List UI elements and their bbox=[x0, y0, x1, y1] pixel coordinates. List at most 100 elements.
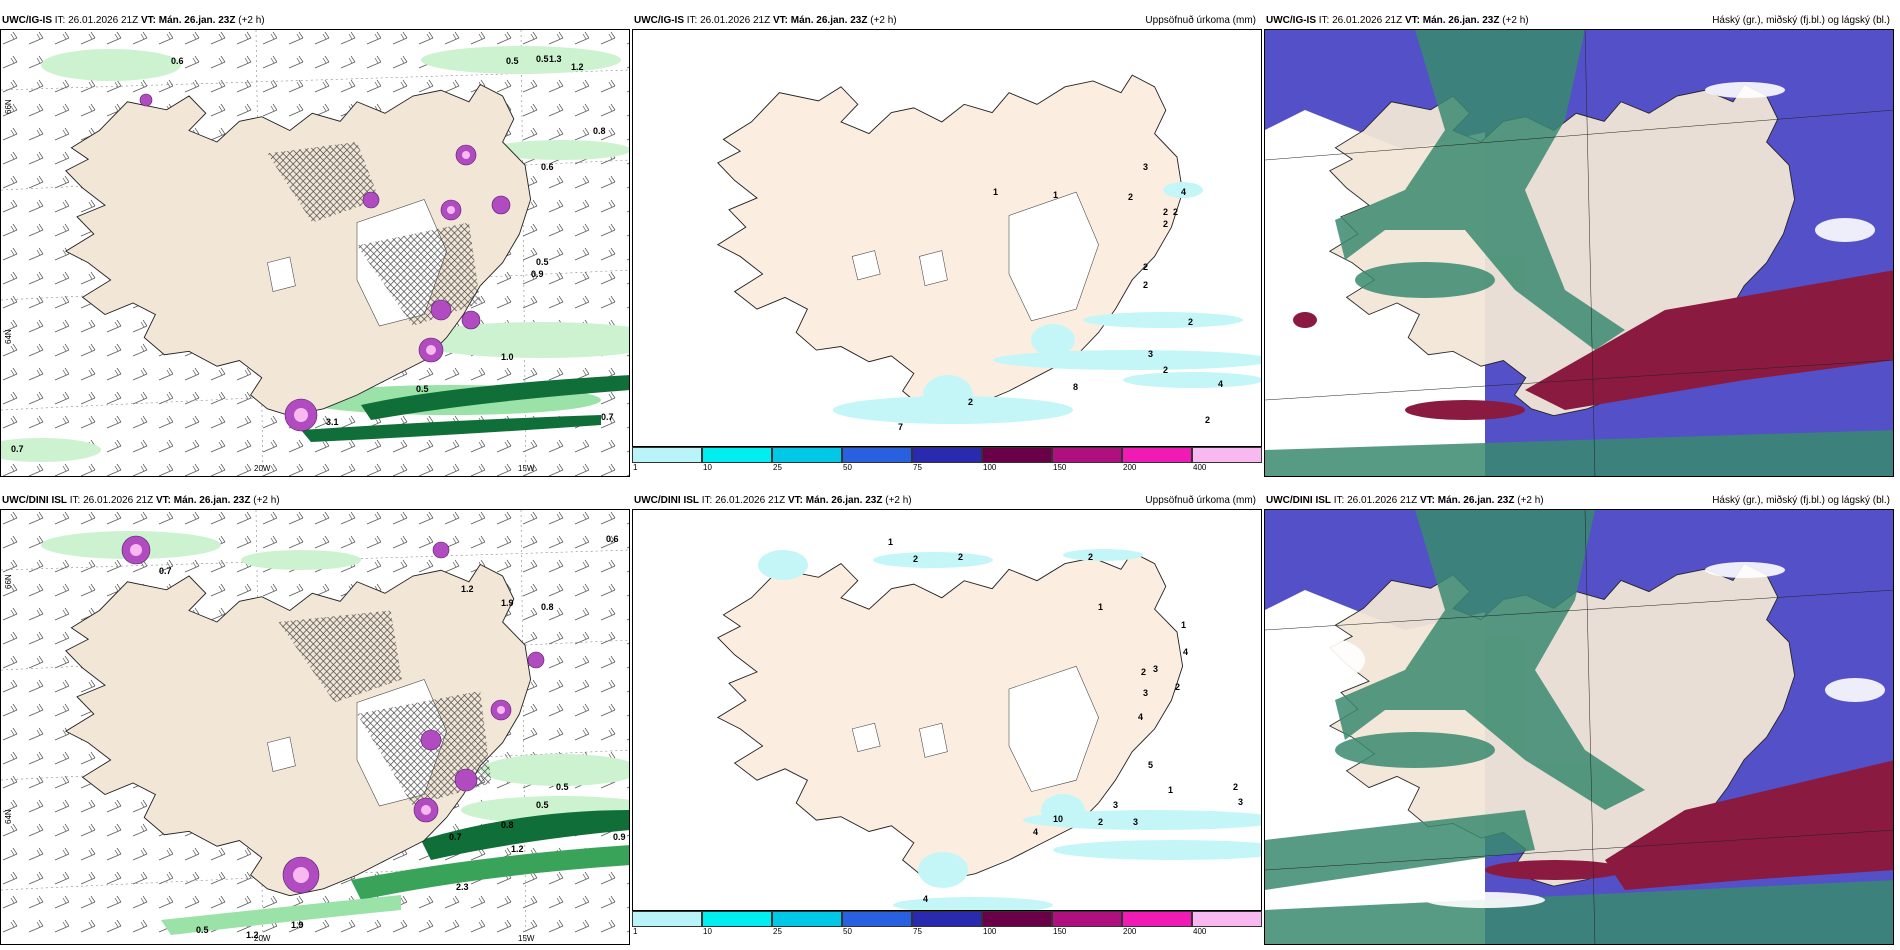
value-label: 3.1 bbox=[326, 417, 339, 427]
value-label: 2 bbox=[1163, 365, 1168, 375]
value-label: 0.7 bbox=[449, 832, 462, 842]
wind-snow-map: 0.6 0.5 0.5 1.3 1.2 0.8 0.6 0.9 1.0 0.7 … bbox=[1, 30, 629, 476]
value-label: 0.5 bbox=[506, 56, 519, 66]
lat-label: 64N bbox=[4, 329, 13, 344]
low-cloud bbox=[1293, 270, 1893, 420]
value-label: 0.8 bbox=[501, 820, 514, 830]
value-label: 3 bbox=[1153, 664, 1158, 674]
map-frame: 0.6 0.5 0.5 1.3 1.2 0.8 0.6 0.9 1.0 0.7 … bbox=[0, 29, 630, 477]
value-label: 1 bbox=[1168, 785, 1173, 795]
value-label: 0.5 bbox=[536, 800, 549, 810]
legend-swatch bbox=[842, 447, 912, 463]
map-frame: 1 2 2 2 1 1 4 2 3 2 3 4 5 2 1 3 10 2 3 3… bbox=[632, 509, 1262, 911]
legend-label: 150 bbox=[1053, 463, 1067, 472]
value-label: 0.9 bbox=[613, 832, 626, 842]
value-label: 4 bbox=[1218, 379, 1223, 389]
lat-label: 66N bbox=[4, 99, 13, 114]
value-label: 2 bbox=[1163, 207, 1168, 217]
precip-areas bbox=[758, 549, 1261, 910]
legend-swatch bbox=[982, 447, 1052, 463]
value-label: 2 bbox=[1173, 207, 1178, 217]
legend-label: 200 bbox=[1123, 927, 1137, 936]
value-label: 1.3 bbox=[549, 54, 562, 64]
legend-label: 10 bbox=[703, 927, 712, 936]
legend-label: 400 bbox=[1193, 463, 1207, 472]
value-label: 1.2 bbox=[571, 62, 584, 72]
legend-swatch bbox=[632, 447, 702, 463]
panel-title: Háský (gr.), miðský (fj.bl.) og lágský (… bbox=[1712, 15, 1890, 26]
value-label: 5 bbox=[1148, 760, 1153, 770]
legend-label: 75 bbox=[913, 463, 922, 472]
rain-bands-green bbox=[41, 531, 629, 935]
value-label: 3 bbox=[1133, 817, 1138, 827]
legend-swatch bbox=[1192, 447, 1262, 463]
value-label: 2 bbox=[1143, 280, 1148, 290]
value-label: 0.6 bbox=[606, 534, 619, 544]
legend-swatch bbox=[702, 911, 772, 927]
legend-label: 10 bbox=[703, 463, 712, 472]
map-frame: 1 1 3 2 4 2 2 2 2 2 2 3 2 4 8 2 7 2 bbox=[632, 29, 1262, 447]
value-label: 3 bbox=[1113, 800, 1118, 810]
lon-label: 15W bbox=[518, 464, 535, 473]
value-label: 3 bbox=[1148, 349, 1153, 359]
panel-bottom-right: UWC/DINI ISL IT: 26.01.2026 21Z VT: Mán.… bbox=[1264, 494, 1900, 950]
value-label: 3 bbox=[1238, 797, 1243, 807]
panel-bottom-left: UWC/DINI ISL IT: 26.01.2026 21Z VT: Mán.… bbox=[0, 494, 630, 950]
panel-header: UWC/IG-IS IT: 26.01.2026 21Z VT: Mán. 26… bbox=[634, 15, 897, 26]
legend-swatch bbox=[1052, 447, 1122, 463]
value-label: 0.7 bbox=[601, 412, 614, 422]
legend-label: 400 bbox=[1193, 927, 1207, 936]
value-label: 2 bbox=[913, 554, 918, 564]
value-label: 1.2 bbox=[461, 584, 474, 594]
value-label: 4 bbox=[1183, 647, 1188, 657]
legend-label: 100 bbox=[983, 463, 997, 472]
legend-label: 50 bbox=[843, 927, 852, 936]
panel-top-middle: UWC/IG-IS IT: 26.01.2026 21Z VT: Mán. 26… bbox=[632, 14, 1262, 472]
value-label: 1 bbox=[993, 187, 998, 197]
legend-swatch bbox=[1122, 447, 1192, 463]
wind-snow-map: 0.6 0.7 1.2 1.9 0.8 0.5 0.5 0.8 0.7 0.9 … bbox=[1, 510, 629, 944]
value-label: 0.5 bbox=[416, 384, 429, 394]
panel-bottom-middle: UWC/DINI ISL IT: 26.01.2026 21Z VT: Mán.… bbox=[632, 494, 1262, 950]
panel-header: UWC/DINI ISL IT: 26.01.2026 21Z VT: Mán.… bbox=[1266, 495, 1544, 506]
map-frame bbox=[1264, 509, 1894, 945]
legend-swatch bbox=[1122, 911, 1192, 927]
value-label: 2 bbox=[1128, 192, 1133, 202]
lat-label: 66N bbox=[4, 574, 13, 589]
value-label: 2 bbox=[1205, 415, 1210, 425]
value-label: 0.5 bbox=[196, 925, 209, 935]
value-label: 1 bbox=[1053, 190, 1058, 200]
value-label: 0.8 bbox=[541, 602, 554, 612]
legend-swatch bbox=[982, 911, 1052, 927]
value-label: 2 bbox=[1175, 682, 1180, 692]
value-label: 0.8 bbox=[593, 126, 606, 136]
value-label: 2 bbox=[1143, 262, 1148, 272]
value-label: 4 bbox=[1138, 712, 1143, 722]
value-label: 10 bbox=[1053, 814, 1063, 824]
panel-top-left: UWC/IG-IS IT: 26.01.2026 21Z VT: Mán. 26… bbox=[0, 14, 630, 477]
panel-top-right: UWC/IG-IS IT: 26.01.2026 21Z VT: Mán. 26… bbox=[1264, 14, 1900, 477]
precip-areas bbox=[833, 182, 1261, 424]
value-label: 0.9 bbox=[531, 269, 544, 279]
legend-swatch bbox=[842, 911, 912, 927]
rain-bands-green bbox=[1, 46, 629, 462]
legend-label: 25 bbox=[773, 927, 782, 936]
value-label: 2 bbox=[1141, 667, 1146, 677]
value-label: 4 bbox=[1033, 827, 1038, 837]
value-label: 0.7 bbox=[159, 566, 172, 576]
value-label: 7 bbox=[898, 422, 903, 432]
precip-legend: 1 10 25 50 75 100 150 200 400 bbox=[632, 447, 1262, 472]
legend-label: 75 bbox=[913, 927, 922, 936]
value-label: 2 bbox=[1098, 817, 1103, 827]
value-label: 0.6 bbox=[541, 162, 554, 172]
cloud-map bbox=[1265, 510, 1893, 944]
legend-swatch bbox=[772, 911, 842, 927]
legend-label: 50 bbox=[843, 463, 852, 472]
legend-label: 1 bbox=[633, 927, 638, 936]
value-label: 2 bbox=[968, 397, 973, 407]
value-label: 4 bbox=[1181, 187, 1186, 197]
lon-label: 20W bbox=[254, 934, 271, 943]
legend-label: 1 bbox=[633, 463, 638, 472]
value-label: 1.2 bbox=[511, 844, 524, 854]
value-label: 1.9 bbox=[501, 598, 514, 608]
